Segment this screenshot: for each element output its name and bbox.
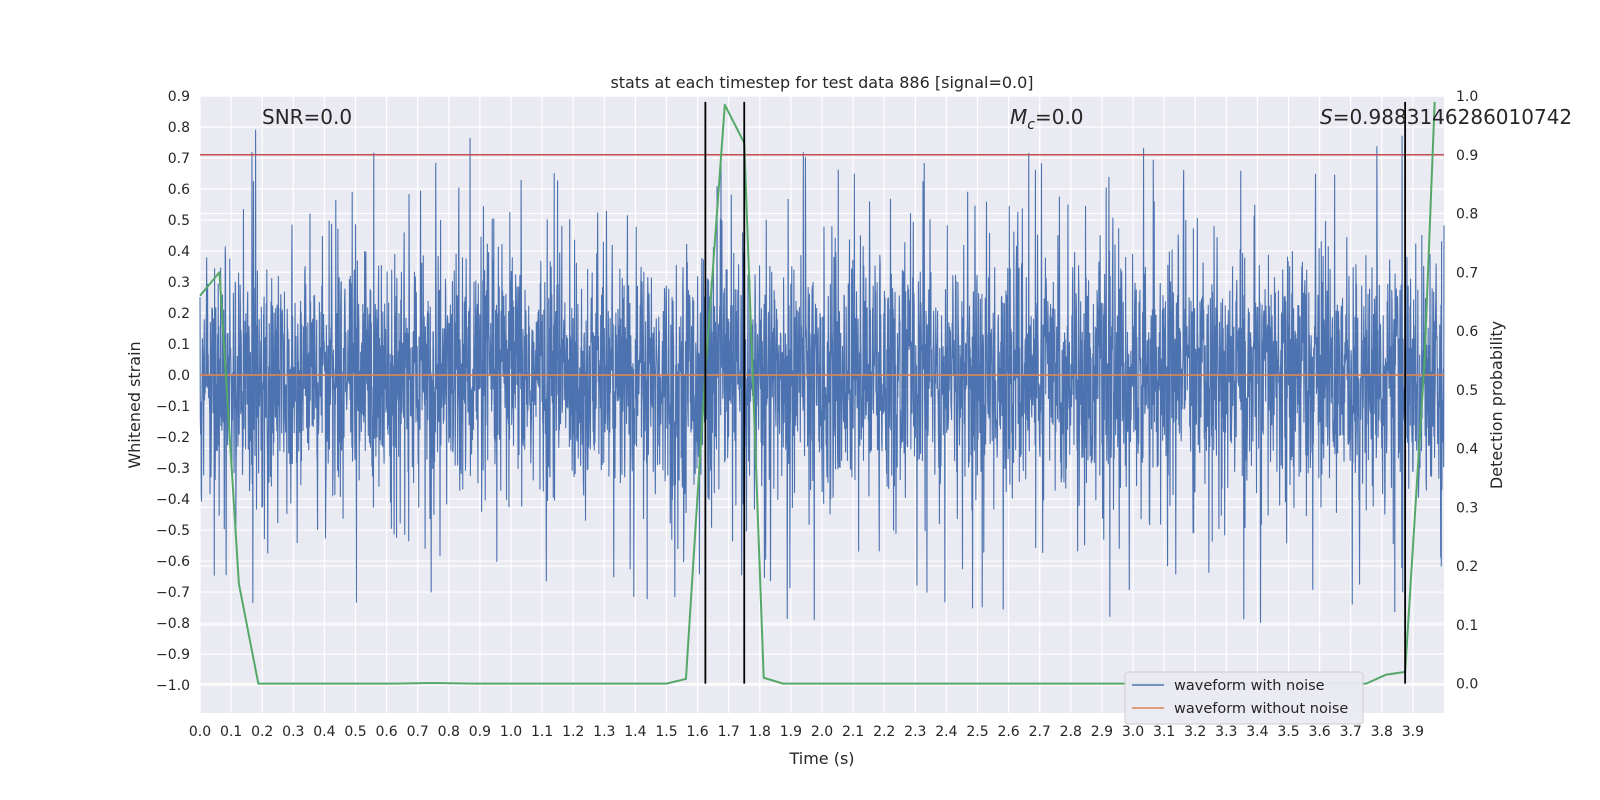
noise-trace bbox=[199, 129, 1445, 623]
x-tick-label-10: 1.0 bbox=[500, 724, 522, 740]
annotation-score: S=0.9883146286010742 bbox=[1320, 105, 1572, 129]
y-right-tick-label-10: 0.0 bbox=[1456, 677, 1478, 693]
y-left-tick-label-14: −0.5 bbox=[156, 523, 190, 539]
x-tick-label-7: 0.7 bbox=[407, 724, 429, 740]
y-left-axis-ticks: 0.9 0.8 0.7 0.6 0.5 0.4 0.3 0.2 0.1 0.0 −0.1 −0.2 −0… bbox=[156, 89, 190, 694]
x-tick-label-24: 2.4 bbox=[935, 724, 957, 740]
x-tick-label-14: 1.4 bbox=[624, 724, 646, 740]
annotation-score-symbol: S bbox=[1320, 105, 1333, 129]
series-waveform-with-noise bbox=[199, 129, 1445, 623]
x-axis-ticks: 0.0 0.1 0.2 0.3 0.4 0.5 0.6 0.7 0.8 0.9 1.0 1.1 1.2 1… bbox=[189, 724, 1424, 740]
y-right-tick-label-1: 0.9 bbox=[1456, 148, 1478, 164]
x-tick-label-16: 1.6 bbox=[686, 724, 708, 740]
y-right-tick-label-5: 0.5 bbox=[1456, 383, 1478, 399]
chart-title: stats at each timestep for test data 886… bbox=[610, 73, 1033, 92]
legend-label-clean: waveform without noise bbox=[1174, 701, 1348, 717]
x-tick-label-21: 2.1 bbox=[842, 724, 864, 740]
grid-lines bbox=[199, 95, 1444, 713]
x-tick-label-37: 3.7 bbox=[1340, 724, 1362, 740]
y-right-axis-ticks: 1.0 0.9 0.8 0.7 0.6 0.5 0.4 0.3 0.2 0.1 0.0 bbox=[1456, 89, 1478, 693]
y-left-tick-label-18: −0.9 bbox=[156, 647, 190, 663]
y-left-tick-label-7: 0.2 bbox=[168, 306, 190, 322]
x-tick-label-8: 0.8 bbox=[438, 724, 460, 740]
x-tick-label-6: 0.6 bbox=[375, 724, 397, 740]
y-left-tick-label-8: 0.1 bbox=[168, 337, 190, 353]
y-left-tick-label-11: −0.2 bbox=[156, 430, 190, 446]
x-tick-label-15: 1.5 bbox=[655, 724, 677, 740]
x-tick-label-28: 2.8 bbox=[1060, 724, 1082, 740]
x-tick-label-38: 3.8 bbox=[1371, 724, 1393, 740]
y-left-axis-label: Whitened strain bbox=[125, 341, 144, 468]
x-tick-label-3: 0.3 bbox=[282, 724, 304, 740]
y-right-tick-label-7: 0.3 bbox=[1456, 500, 1478, 516]
y-right-tick-label-0: 1.0 bbox=[1456, 89, 1478, 105]
x-tick-label-35: 3.5 bbox=[1277, 724, 1299, 740]
y-left-tick-label-6: 0.3 bbox=[168, 275, 190, 291]
y-left-tick-label-2: 0.7 bbox=[168, 151, 190, 167]
marker-lines bbox=[704, 101, 1407, 684]
x-tick-label-1: 0.1 bbox=[220, 724, 242, 740]
x-tick-label-32: 3.2 bbox=[1184, 724, 1206, 740]
y-left-tick-label-12: −0.3 bbox=[156, 461, 190, 477]
x-axis-label: Time (s) bbox=[788, 749, 854, 768]
x-tick-label-22: 2.2 bbox=[873, 724, 895, 740]
y-right-tick-label-3: 0.7 bbox=[1456, 265, 1478, 281]
y-left-tick-label-5: 0.4 bbox=[168, 244, 190, 260]
x-tick-label-19: 1.9 bbox=[780, 724, 802, 740]
x-tick-label-23: 2.3 bbox=[904, 724, 926, 740]
x-tick-label-26: 2.6 bbox=[997, 724, 1019, 740]
y-right-tick-label-4: 0.6 bbox=[1456, 324, 1478, 340]
y-left-tick-label-3: 0.6 bbox=[168, 182, 190, 198]
y-left-tick-label-19: −1.0 bbox=[156, 678, 190, 694]
annotation-chirp-mass-symbol: M bbox=[1010, 105, 1027, 129]
x-tick-label-29: 2.9 bbox=[1091, 724, 1113, 740]
y-left-tick-label-1: 0.8 bbox=[168, 120, 190, 136]
y-right-tick-label-8: 0.2 bbox=[1456, 559, 1478, 575]
annotation-chirp-mass-subscript: c bbox=[1027, 117, 1035, 133]
y-left-tick-label-9: 0.0 bbox=[168, 368, 190, 384]
annotation-chirp-mass-value: =0.0 bbox=[1035, 105, 1084, 129]
x-tick-label-20: 2.0 bbox=[811, 724, 833, 740]
y-left-tick-label-4: 0.5 bbox=[168, 213, 190, 229]
y-right-tick-label-2: 0.8 bbox=[1456, 207, 1478, 223]
y-left-tick-label-17: −0.8 bbox=[156, 616, 190, 632]
x-tick-label-18: 1.8 bbox=[749, 724, 771, 740]
x-tick-label-9: 0.9 bbox=[469, 724, 491, 740]
x-tick-label-27: 2.7 bbox=[1029, 724, 1051, 740]
x-tick-label-0: 0.0 bbox=[189, 724, 211, 740]
x-tick-label-25: 2.5 bbox=[966, 724, 988, 740]
y-right-tick-label-9: 0.1 bbox=[1456, 618, 1478, 634]
y-left-tick-label-0: 0.9 bbox=[168, 89, 190, 105]
x-tick-label-12: 1.2 bbox=[562, 724, 584, 740]
annotation-score-value: =0.9883146286010742 bbox=[1333, 105, 1572, 129]
x-tick-label-2: 0.2 bbox=[251, 724, 273, 740]
x-tick-label-5: 0.5 bbox=[344, 724, 366, 740]
x-tick-label-11: 1.1 bbox=[531, 724, 553, 740]
annotation-snr: SNR=0.0 bbox=[262, 105, 352, 129]
annotation-chirp-mass: Mc=0.0 bbox=[1010, 105, 1084, 133]
x-tick-label-31: 3.1 bbox=[1153, 724, 1175, 740]
x-tick-label-17: 1.7 bbox=[718, 724, 740, 740]
x-tick-label-30: 3.0 bbox=[1122, 724, 1144, 740]
y-left-tick-label-16: −0.7 bbox=[156, 585, 190, 601]
x-tick-label-33: 3.3 bbox=[1215, 724, 1237, 740]
y-right-axis-label: Detection probability bbox=[1487, 321, 1506, 489]
legend-box bbox=[1124, 671, 1364, 725]
y-left-tick-label-13: −0.4 bbox=[156, 492, 190, 508]
legend-label-noise: waveform with noise bbox=[1174, 678, 1325, 694]
x-tick-label-13: 1.3 bbox=[593, 724, 615, 740]
y-left-tick-label-15: −0.6 bbox=[156, 554, 190, 570]
x-tick-label-4: 0.4 bbox=[313, 724, 335, 740]
x-tick-label-34: 3.4 bbox=[1246, 724, 1268, 740]
legend: waveform with noise waveform without noi… bbox=[1124, 671, 1364, 725]
y-right-tick-label-6: 0.4 bbox=[1456, 442, 1478, 458]
x-tick-label-36: 3.6 bbox=[1308, 724, 1330, 740]
x-tick-label-39: 3.9 bbox=[1402, 724, 1424, 740]
y-left-tick-label-10: −0.1 bbox=[156, 399, 190, 415]
